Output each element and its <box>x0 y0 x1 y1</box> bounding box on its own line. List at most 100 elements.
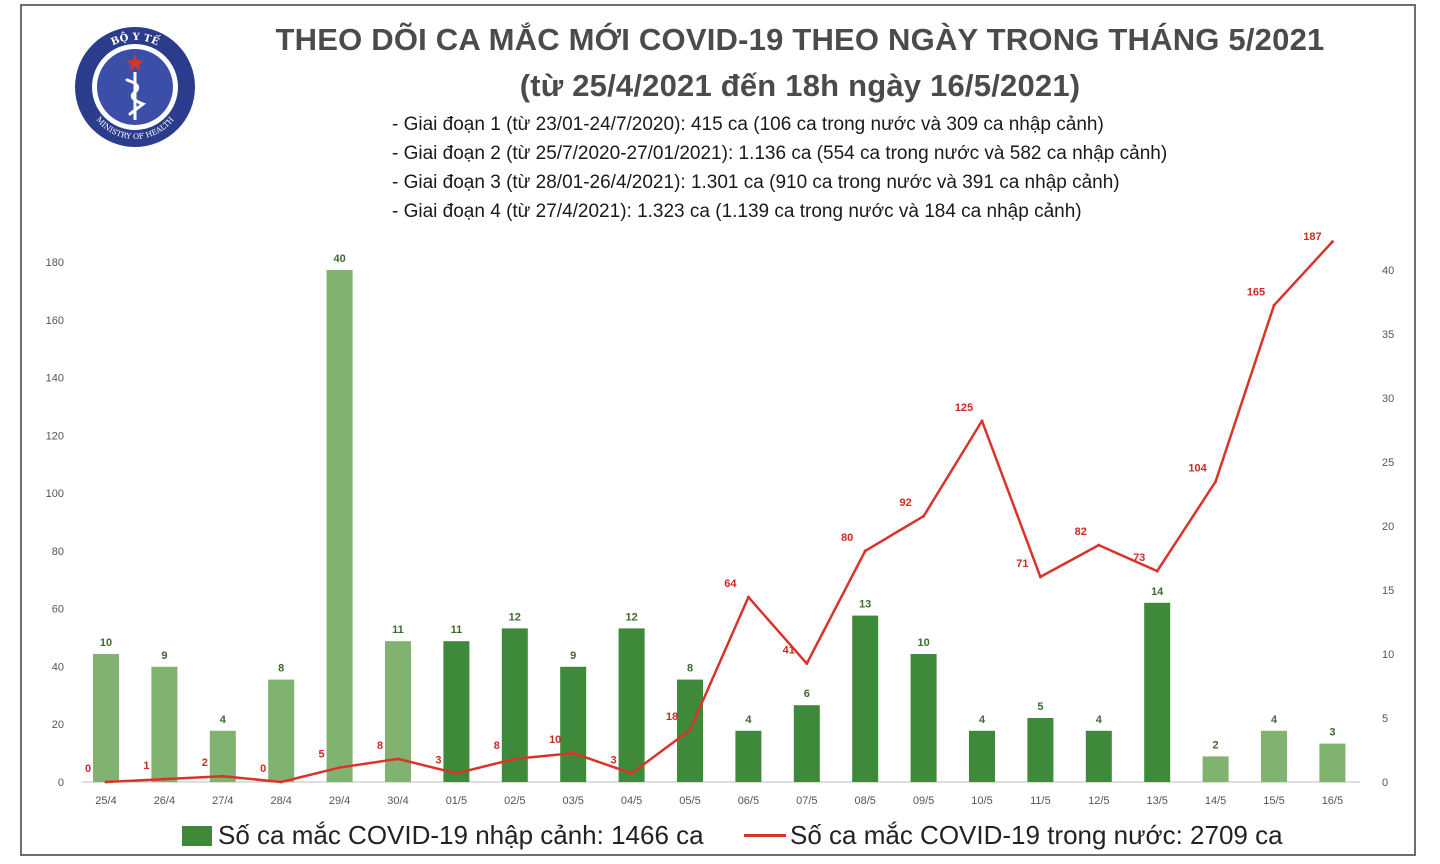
bar-data-label: 11 <box>392 624 404 636</box>
bar <box>852 615 879 782</box>
left-axis-tick-label: 0 <box>58 777 64 789</box>
line-data-label: 10 <box>549 734 561 746</box>
line-point <box>688 728 692 732</box>
bar-data-label: 4 <box>220 714 227 726</box>
line-data-label: 3 <box>435 754 441 766</box>
line-point <box>805 662 809 666</box>
line-data-label: 3 <box>611 754 617 766</box>
bar-data-label: 12 <box>625 611 637 623</box>
line-point <box>571 751 575 755</box>
bar <box>1027 718 1054 782</box>
bar <box>1144 602 1171 782</box>
chart-subtitle: (từ 25/4/2021 đến 18h ngày 16/5/2021) <box>519 68 1081 103</box>
bar-data-label: 4 <box>745 714 752 726</box>
line-point <box>221 774 225 778</box>
x-axis-tick-label: 05/5 <box>679 795 700 807</box>
bar-data-label: 13 <box>859 599 871 611</box>
line-data-label: 0 <box>260 763 266 775</box>
legend-bar-swatch <box>182 825 212 846</box>
line-data-label: 165 <box>1247 286 1265 298</box>
logo-text-top: BỘ Y TẾ <box>110 31 162 48</box>
bar-data-label: 4 <box>979 714 986 726</box>
phase-note-4: - Giai đoạn 4 (từ 27/4/2021): 1.323 ca (… <box>392 201 1082 222</box>
line-data-label: 1 <box>143 760 149 772</box>
line-point <box>1097 543 1101 547</box>
bar-data-label: 11 <box>451 624 463 636</box>
line-data-label: 125 <box>955 402 973 414</box>
line-point <box>1330 240 1334 244</box>
bar <box>326 270 353 782</box>
right-axis-tick-label: 20 <box>1382 521 1394 533</box>
line-point <box>454 771 458 775</box>
bar-data-label: 40 <box>333 253 345 265</box>
line-data-label: 71 <box>1016 558 1028 570</box>
x-axis-tick-label: 01/5 <box>446 795 467 807</box>
x-axis-tick-label: 02/5 <box>504 795 525 807</box>
bar <box>209 730 236 782</box>
phase-note-2: - Giai đoạn 2 (từ 25/7/2020-27/01/2021):… <box>392 143 1168 164</box>
line-point <box>338 766 342 770</box>
bar <box>1319 743 1346 782</box>
line-data-label: 18 <box>666 711 678 723</box>
bar-data-label: 8 <box>687 663 693 675</box>
line-point <box>863 549 867 553</box>
phase-note-1: - Giai đoạn 1 (từ 23/01-24/7/2020): 415 … <box>392 114 1104 135</box>
bar-data-label: 12 <box>509 611 521 623</box>
bar-data-label: 6 <box>804 688 810 700</box>
caduceus-icon <box>125 78 147 116</box>
line-data-label: 92 <box>899 497 911 509</box>
bar-data-label: 14 <box>1151 586 1164 598</box>
bar-data-label: 5 <box>1037 701 1043 713</box>
left-axis-tick-label: 120 <box>46 430 64 442</box>
x-axis-tick-label: 30/4 <box>387 795 408 807</box>
right-axis-tick-label: 5 <box>1382 713 1388 725</box>
left-axis-tick-label: 60 <box>52 604 64 616</box>
bar <box>93 654 119 782</box>
line-point <box>104 780 108 784</box>
bar-data-label: 9 <box>161 650 167 662</box>
bar-data-label: 3 <box>1329 727 1335 739</box>
right-axis-tick-label: 0 <box>1382 777 1388 789</box>
chart-frame <box>20 4 1416 856</box>
right-axis-tick-label: 30 <box>1382 393 1394 405</box>
line-data-label: 187 <box>1303 231 1321 243</box>
line-data-label: 5 <box>319 749 325 761</box>
x-axis-tick-label: 04/5 <box>621 795 642 807</box>
right-axis-tick-label: 15 <box>1382 585 1394 597</box>
line-data-label: 80 <box>841 532 853 544</box>
x-axis-tick-label: 06/5 <box>738 795 759 807</box>
legend-bar-label: Số ca mắc COVID-19 nhập cảnh: 1466 ca <box>218 820 704 850</box>
line-point <box>1155 569 1159 573</box>
bar-data-label: 4 <box>1271 714 1278 726</box>
left-axis-tick-label: 160 <box>46 315 64 327</box>
bar-data-label: 10 <box>917 637 929 649</box>
x-axis-tick-label: 29/4 <box>329 795 350 807</box>
x-axis-tick-label: 25/4 <box>95 795 116 807</box>
x-axis-tick-label: 16/5 <box>1322 795 1343 807</box>
star-icon <box>126 54 144 71</box>
x-axis-tick-label: 26/4 <box>154 795 175 807</box>
right-axis-tick-label: 25 <box>1382 457 1394 469</box>
bar-data-label: 2 <box>1213 739 1219 751</box>
line-point <box>279 780 283 784</box>
left-axis-tick-label: 20 <box>52 719 64 731</box>
line-point <box>1272 303 1276 307</box>
bar <box>618 628 645 782</box>
x-axis-tick-label: 15/5 <box>1263 795 1284 807</box>
legend-line-swatch <box>744 834 786 837</box>
bar <box>969 730 995 782</box>
left-axis-tick-label: 180 <box>46 257 64 269</box>
line-point <box>396 757 400 761</box>
x-axis-tick-label: 11/5 <box>1030 795 1051 807</box>
line-point <box>162 777 166 781</box>
bar-data-label: 8 <box>278 663 284 675</box>
line-data-label: 2 <box>202 757 208 769</box>
legend-line: Số ca mắc COVID-19 trong nước: 2709 ca <box>744 820 1283 851</box>
bar <box>1202 756 1229 782</box>
bar <box>910 654 937 782</box>
legend-bar: Số ca mắc COVID-19 nhập cảnh: 1466 ca <box>182 820 704 851</box>
left-axis-tick-label: 100 <box>46 488 64 500</box>
bar <box>443 641 470 782</box>
line-data-label: 82 <box>1075 526 1087 538</box>
line-data-label: 104 <box>1188 463 1207 475</box>
